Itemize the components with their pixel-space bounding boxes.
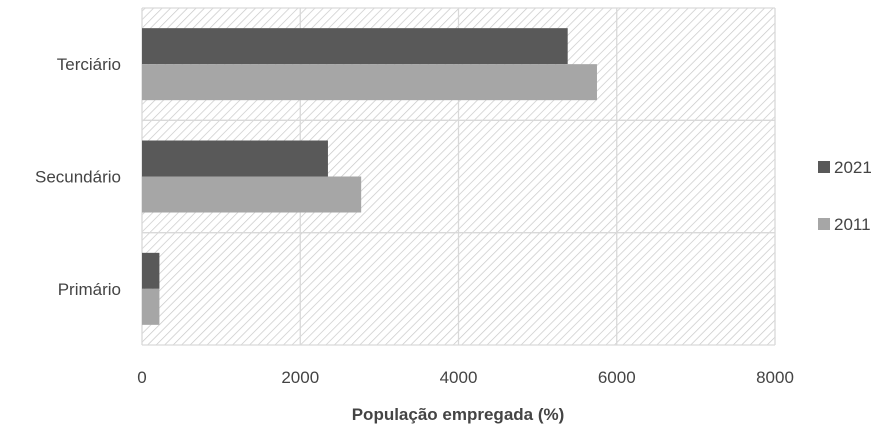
bars [142,28,597,325]
bar-2021-1 [142,140,328,177]
bar-2011-1 [142,176,362,213]
x-axis-title: População empregada (%) [352,405,565,424]
legend-label: 2011 [834,215,871,234]
legend-label: 2021 [834,158,872,177]
x-tick-label: 4000 [440,368,478,387]
x-tick-label: 8000 [756,368,794,387]
legend-swatch [818,161,830,173]
bar-2021-0 [142,28,568,65]
category-label: Terciário [57,55,121,74]
bar-2011-0 [142,64,597,101]
category-label: Primário [58,280,121,299]
y-axis-categories: Terciário Secundário Primário [35,55,121,299]
x-axis-ticks: 0 2000 4000 6000 8000 [137,368,794,387]
bar-2021-2 [142,252,160,289]
legend-swatch [818,218,830,230]
category-label: Secundário [35,168,121,187]
legend: 2021 2011 [818,158,872,234]
x-tick-label: 2000 [281,368,319,387]
bar-2011-2 [142,288,160,325]
x-tick-label: 6000 [598,368,636,387]
x-tick-label: 0 [137,368,146,387]
